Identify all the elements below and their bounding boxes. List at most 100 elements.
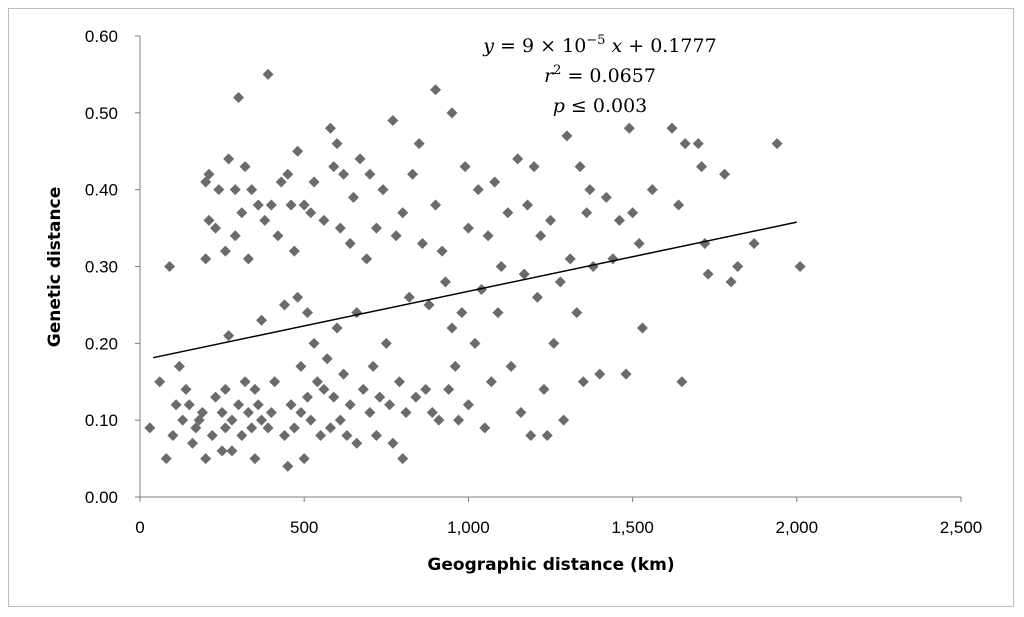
data-point xyxy=(328,391,340,403)
data-point xyxy=(331,322,343,334)
data-point xyxy=(636,322,648,334)
data-point xyxy=(673,199,685,211)
data-point xyxy=(699,237,711,249)
data-point xyxy=(679,138,691,150)
data-point xyxy=(308,337,320,349)
data-point xyxy=(213,184,225,196)
data-point xyxy=(278,430,290,442)
y-tick-label: 0.10 xyxy=(85,411,118,430)
data-point xyxy=(462,399,474,411)
data-point xyxy=(200,453,212,465)
data-point xyxy=(334,222,346,234)
data-point xyxy=(144,422,156,434)
data-point xyxy=(252,199,264,211)
data-point xyxy=(298,199,310,211)
equation-line: y = 9 × 10−5 x + 0.1777 xyxy=(482,33,716,57)
data-point xyxy=(413,138,425,150)
data-point xyxy=(164,261,176,272)
data-point xyxy=(577,376,589,388)
data-point xyxy=(285,199,297,211)
data-point xyxy=(173,360,185,372)
data-point xyxy=(318,383,330,395)
data-point xyxy=(226,414,238,426)
x-tick-label: 2,000 xyxy=(776,518,819,537)
data-point xyxy=(315,430,327,442)
data-points xyxy=(144,68,806,472)
data-point xyxy=(620,368,632,380)
data-point xyxy=(485,376,497,388)
data-point xyxy=(462,222,474,234)
data-point xyxy=(387,115,399,127)
data-point xyxy=(459,161,471,173)
data-point xyxy=(535,230,547,242)
data-point xyxy=(702,268,714,280)
data-point xyxy=(256,314,268,326)
data-point xyxy=(344,399,356,411)
data-point xyxy=(696,161,708,173)
x-tick-label: 1,000 xyxy=(447,518,490,537)
data-point xyxy=(236,430,248,442)
data-point xyxy=(469,337,481,349)
data-point xyxy=(476,284,488,296)
y-tick-label: 0.00 xyxy=(85,488,118,507)
y-tick-label: 0.20 xyxy=(85,334,118,353)
data-point xyxy=(187,437,199,449)
x-axis-title: Geographic distance (km) xyxy=(427,555,674,575)
data-point xyxy=(732,261,744,272)
data-point xyxy=(249,453,261,465)
data-point xyxy=(236,207,248,219)
data-point xyxy=(252,399,264,411)
data-point xyxy=(364,168,376,180)
data-point xyxy=(262,422,274,434)
data-point xyxy=(177,414,189,426)
chart-frame xyxy=(8,8,1014,607)
data-point xyxy=(223,330,235,342)
data-point xyxy=(226,445,238,457)
data-point xyxy=(623,122,635,134)
data-point xyxy=(594,368,606,380)
data-point xyxy=(324,122,336,134)
data-point xyxy=(676,376,688,388)
data-point xyxy=(400,406,412,418)
r-squared-line: r2 = 0.0657 xyxy=(544,63,656,87)
data-point xyxy=(584,184,596,196)
data-point xyxy=(420,383,432,395)
data-point xyxy=(341,430,353,442)
data-point xyxy=(285,399,297,411)
data-point xyxy=(456,307,468,319)
data-point xyxy=(558,414,570,426)
data-point xyxy=(794,261,806,272)
data-point xyxy=(229,184,241,196)
data-point xyxy=(275,176,287,188)
data-point xyxy=(627,207,639,219)
data-point xyxy=(295,406,307,418)
x-tick-label: 1,500 xyxy=(611,518,654,537)
data-point xyxy=(505,360,517,372)
data-point xyxy=(334,414,346,426)
data-point xyxy=(216,445,228,457)
data-point xyxy=(384,399,396,411)
regression-annotation: y = 9 × 10−5 x + 0.1777 r2 = 0.0657 p ≤ … xyxy=(482,33,716,117)
data-point xyxy=(249,383,261,395)
data-point xyxy=(581,207,593,219)
data-point xyxy=(311,376,323,388)
data-point xyxy=(525,430,537,442)
data-point xyxy=(367,360,379,372)
data-point xyxy=(206,430,218,442)
data-point xyxy=(446,107,458,119)
data-point xyxy=(301,391,313,403)
data-point xyxy=(269,376,281,388)
data-point xyxy=(203,214,215,226)
data-point xyxy=(748,237,760,249)
data-point xyxy=(298,453,310,465)
data-point xyxy=(259,214,271,226)
data-point xyxy=(351,437,363,449)
data-point xyxy=(354,153,366,165)
data-point xyxy=(423,299,435,311)
data-point xyxy=(318,214,330,226)
data-point xyxy=(331,138,343,150)
data-point xyxy=(387,437,399,449)
data-point xyxy=(433,414,445,426)
data-point xyxy=(180,383,192,395)
data-point xyxy=(495,261,507,272)
